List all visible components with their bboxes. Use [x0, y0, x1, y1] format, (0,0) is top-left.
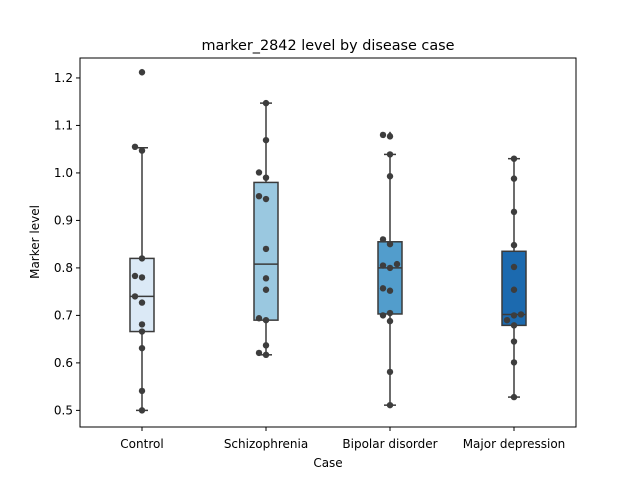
data-point: [386, 133, 394, 140]
y-tick-label: 1.1: [54, 118, 73, 132]
data-point: [262, 99, 270, 107]
data-point: [138, 255, 146, 262]
data-point: [379, 312, 387, 319]
data-point: [386, 317, 394, 325]
data-point: [517, 311, 525, 318]
data-point: [255, 169, 263, 176]
data-point: [386, 287, 394, 294]
x-tick-label: Control: [120, 437, 163, 451]
data-point: [255, 192, 263, 200]
data-point: [386, 173, 394, 180]
data-point: [510, 312, 518, 319]
chart-title: marker_2842 level by disease case: [201, 38, 454, 54]
data-point: [379, 262, 387, 269]
data-point: [138, 328, 146, 335]
data-point: [255, 349, 263, 357]
plot-area: [129, 68, 527, 414]
data-point: [262, 286, 270, 293]
data-point: [138, 69, 146, 76]
data-point: [386, 401, 394, 409]
data-point: [262, 342, 270, 349]
data-point: [262, 351, 270, 359]
data-point: [386, 240, 394, 248]
data-point: [131, 143, 139, 151]
data-point: [131, 272, 139, 280]
data-point: [138, 321, 146, 328]
data-point: [262, 174, 270, 181]
data-point: [138, 407, 146, 414]
data-point: [510, 155, 518, 162]
data-point: [510, 241, 518, 249]
data-point: [510, 175, 518, 182]
x-axis: Control Schizophrenia Bipolar disorder Majo…: [120, 427, 565, 451]
y-tick-label: 1.2: [54, 71, 73, 85]
y-tick-label: 0.5: [54, 403, 73, 417]
data-point: [379, 131, 387, 139]
box-group: [377, 131, 403, 409]
data-point: [262, 195, 270, 203]
data-point: [386, 309, 394, 317]
data-point: [379, 236, 387, 243]
data-point: [138, 387, 146, 395]
y-tick-label: 1.0: [54, 166, 73, 180]
y-axis-label: Marker level: [28, 205, 42, 279]
plot-frame: [79, 57, 577, 428]
data-point: [510, 359, 518, 366]
data-point: [510, 322, 518, 329]
data-point: [138, 147, 146, 154]
data-point: [138, 344, 146, 352]
x-axis-label: Case: [313, 456, 342, 470]
x-tick-label: Bipolar disorder: [342, 437, 437, 451]
y-tick-label: 0.7: [54, 308, 73, 322]
x-tick-label: Schizophrenia: [224, 437, 308, 451]
data-point: [262, 316, 270, 324]
data-point: [386, 368, 394, 376]
data-point: [262, 136, 270, 144]
y-tick-label: 0.9: [54, 213, 73, 227]
data-point: [510, 263, 518, 271]
data-point: [386, 264, 394, 272]
data-point: [510, 208, 518, 216]
data-point: [138, 274, 146, 281]
data-point: [503, 316, 511, 324]
data-point: [262, 245, 270, 253]
box-group: [129, 68, 155, 414]
data-point: [510, 393, 518, 401]
data-point: [510, 286, 518, 293]
y-axis: 0.5 0.6 0.7 0.8 0.9 1.0 1.1 1.2: [54, 71, 80, 417]
data-point: [138, 299, 146, 306]
x-tick-label: Major depression: [463, 437, 566, 451]
data-point: [393, 260, 401, 268]
data-point: [262, 275, 270, 282]
data-point: [131, 293, 139, 300]
data-point: [510, 338, 518, 345]
data-point: [386, 151, 394, 158]
box: [377, 241, 403, 315]
data-point: [379, 285, 387, 292]
y-tick-label: 0.8: [54, 261, 73, 275]
box-group: [501, 155, 527, 401]
y-tick-label: 0.6: [54, 356, 73, 370]
data-point: [255, 315, 263, 322]
box-group: [253, 99, 279, 359]
